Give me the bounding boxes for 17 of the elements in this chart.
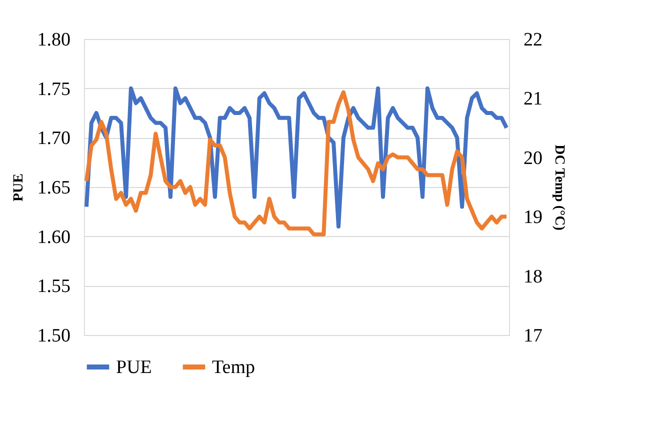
legend-label: PUE	[116, 357, 152, 378]
y2-axis-title: DC Temp (°C)	[552, 144, 566, 231]
y-tick-label: 1.65	[37, 178, 70, 198]
y2-tick-label: 18	[524, 266, 542, 288]
y-tick-label: 1.55	[37, 276, 70, 298]
y-tick-label: 1.80	[37, 30, 70, 50]
y2-tick-label: 17	[524, 326, 542, 346]
y2-tick-label: 19	[524, 207, 542, 228]
y2-tick-label: 20	[524, 148, 542, 169]
y-tick-label: 1.75	[37, 78, 70, 100]
y-tick-label: 1.50	[37, 326, 70, 346]
y-tick-label: 1.70	[37, 128, 70, 150]
y-axis-title: PUE	[11, 174, 26, 202]
y-tick-label: 1.60	[37, 226, 70, 248]
y2-tick-label: 22	[524, 30, 542, 50]
legend-label: Temp	[212, 357, 255, 378]
y2-tick-label: 21	[524, 88, 542, 110]
